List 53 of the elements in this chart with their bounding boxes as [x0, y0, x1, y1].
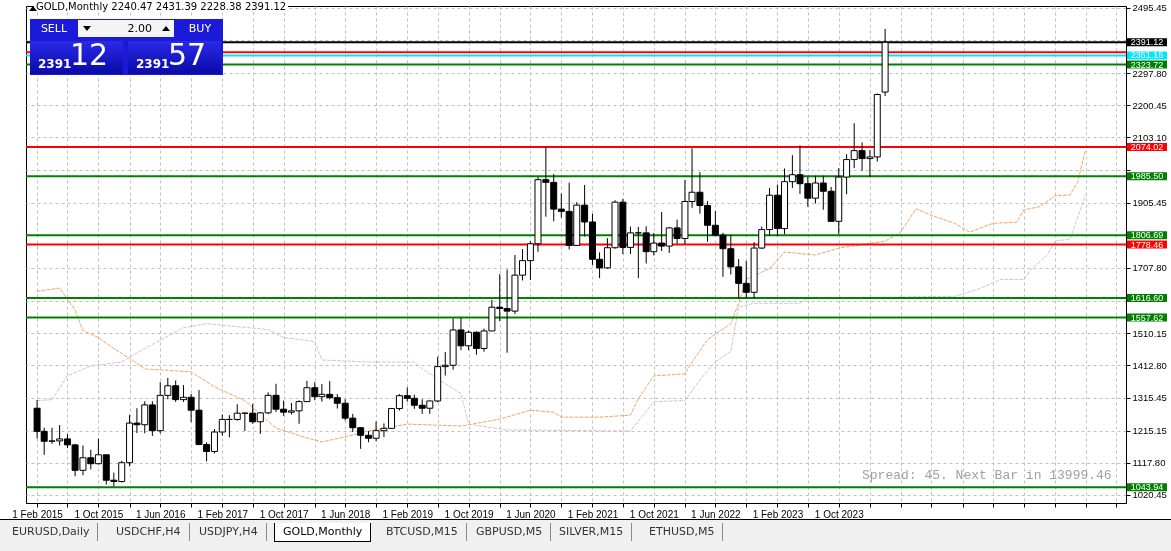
x-tick-label: 1 Oct 2017 [259, 508, 310, 520]
annotation: 2391 [136, 57, 170, 71]
x-tick-label: 1 Oct 2021 [629, 508, 680, 520]
x-tick-label: 1 Jun 2022 [691, 508, 742, 520]
annotation: BUY [187, 21, 213, 37]
annotation: SELL [39, 21, 69, 37]
x-tick-label: 1 Feb 2023 [752, 508, 804, 520]
x-tick-label: 1 Feb 2015 [12, 508, 64, 520]
x-tick-label: 1 Jun 2018 [320, 508, 371, 520]
ref-line-label: 1985.50 [1130, 171, 1164, 182]
y-tick-label: 1905.45 [1132, 197, 1167, 209]
x-tick-label: 1 Oct 2019 [444, 508, 494, 520]
line-series [36, 194, 1087, 432]
x-tick-label: 1 Oct 2015 [74, 508, 124, 520]
y-tick-label: 2200.45 [1132, 99, 1167, 111]
ref-line-label: 1778.46 [1130, 239, 1164, 250]
text: USDCHF,H4 [108, 523, 190, 541]
ref-line-label: 2323.72 [1130, 59, 1164, 70]
text: ETHUSD,M5 [641, 523, 724, 541]
y-tick-label: 2495.45 [1132, 2, 1167, 14]
ref-line-label: 1557.62 [1130, 312, 1164, 323]
x-tick-label: 1 Feb 2021 [567, 508, 619, 520]
text: GBPUSD,M5 [468, 523, 552, 541]
annotation: 2.00 [127, 22, 152, 35]
x-tick-label: 1 Oct 2023 [814, 508, 865, 520]
ref-line-label: 1616.60 [1130, 293, 1164, 304]
y-tick-label: 2103.10 [1132, 131, 1167, 143]
annotation: 2391 [38, 57, 72, 71]
y-tick-label: 1315.45 [1132, 392, 1167, 404]
x-tick-label: 1 Jun 2016 [135, 508, 186, 520]
x-tick-label: 1 Feb 2019 [382, 508, 434, 520]
text: EURUSD,Daily [4, 523, 99, 541]
y-tick-label: 1412.80 [1132, 359, 1167, 371]
ref-line-label: 2391.12 [1130, 37, 1164, 48]
y-tick-label: 1510.15 [1132, 327, 1167, 339]
chart-title: GOLD,Monthly 2240.47 2431.39 2228.38 2391.12 [36, 1, 287, 12]
annotation: 12 [70, 37, 109, 72]
y-tick-label: 1707.80 [1132, 262, 1167, 274]
x-tick-label: 1 Jun 2020 [506, 508, 557, 520]
y-tick-label: 1215.15 [1132, 425, 1167, 437]
text: SILVER,M15 [551, 523, 633, 541]
ref-line-label: 1043.94 [1130, 482, 1164, 493]
text: BTCUSD,M15 [378, 523, 467, 541]
ref-line-label: 1806.69 [1130, 230, 1164, 241]
annotation: Spread: 45. Next Bar in 13999.46 [862, 468, 1112, 483]
x-tick-label: 1 Feb 2017 [197, 508, 249, 520]
y-tick-label: 1117.80 [1132, 457, 1166, 469]
annotation: 57 [168, 37, 207, 72]
line-series [36, 149, 1087, 443]
ref-line-label: 2074.02 [1130, 142, 1164, 152]
text: USDJPY,H4 [191, 523, 267, 541]
ref-line-label: 2351.15 [1130, 50, 1164, 61]
y-tick-label: 2297.80 [1132, 67, 1167, 79]
